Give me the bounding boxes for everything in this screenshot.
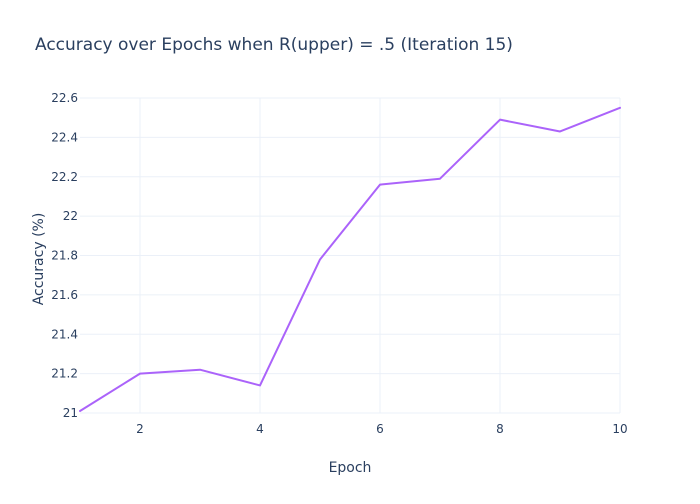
grid-lines: [80, 97, 621, 414]
y-axis-title: Accuracy (%): [31, 213, 47, 306]
data-point: [616, 104, 624, 112]
y-axis-ticks: 21 21.2 21.4 21.6 21.8 22 22.2 22.4 22.6: [51, 91, 78, 420]
x-axis-ticks: 2 4 6 8 10: [136, 422, 627, 436]
x-tick-label: 4: [256, 422, 264, 436]
x-tick-label: 2: [136, 422, 144, 436]
y-tick-label: 22.6: [51, 91, 78, 105]
y-tick-label: 21.2: [51, 367, 78, 381]
x-tick-label: 6: [376, 422, 384, 436]
data-point: [556, 127, 564, 135]
y-tick-label: 21.4: [51, 327, 78, 341]
data-point: [316, 255, 324, 263]
data-point: [196, 366, 204, 374]
data-point: [436, 175, 444, 183]
y-tick-label: 21: [63, 406, 78, 420]
series-line: [79, 106, 621, 413]
data-point: [376, 181, 384, 189]
y-tick-label: 22.4: [51, 130, 78, 144]
data-point: [136, 370, 144, 378]
data-point: [256, 381, 264, 389]
data-point: [496, 116, 504, 124]
y-tick-label: 22.2: [51, 170, 78, 184]
x-tick-label: 10: [612, 422, 627, 436]
chart-title: Accuracy over Epochs when R(upper) = .5 …: [35, 35, 513, 55]
x-axis-title: Epoch: [329, 460, 372, 476]
y-tick-label: 21.6: [51, 288, 78, 302]
data-point: [76, 407, 84, 415]
series-layer: [76, 104, 624, 415]
y-tick-label: 22: [63, 209, 78, 223]
y-tick-label: 21.8: [51, 249, 78, 263]
x-tick-label: 8: [496, 422, 504, 436]
